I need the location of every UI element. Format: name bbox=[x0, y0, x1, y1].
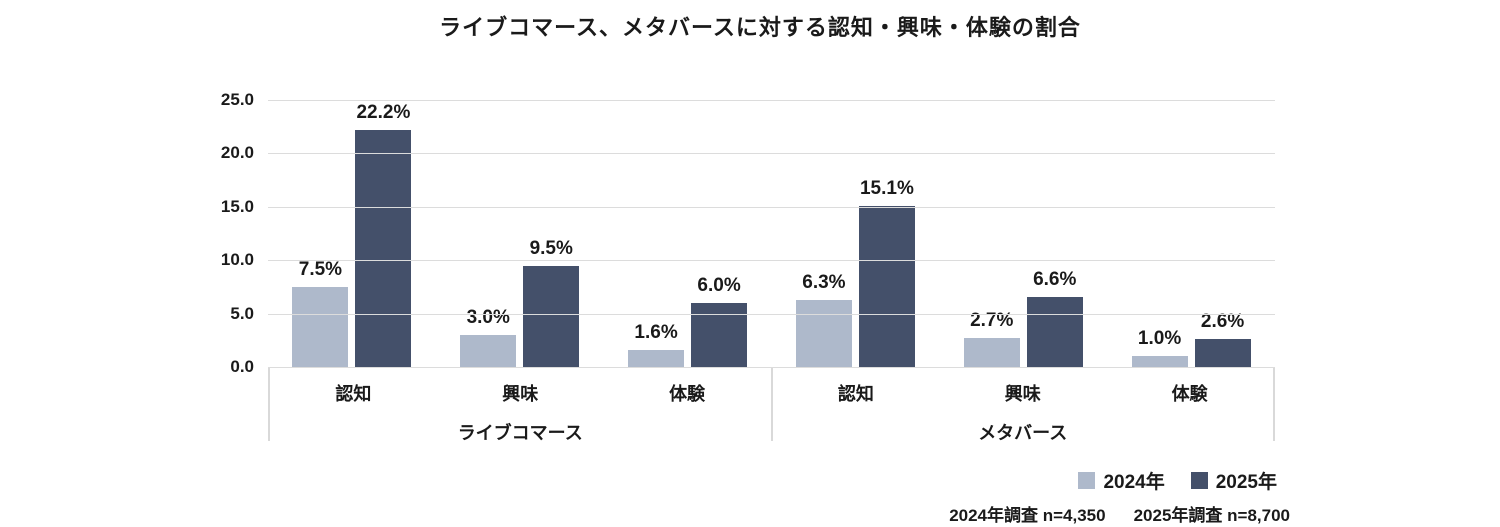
bar-value-label: 15.1% bbox=[859, 177, 914, 199]
bar-2025年 bbox=[523, 265, 580, 367]
category-row: 認知 興味 体験 bbox=[270, 380, 771, 406]
chart-title: ライブコマース、メタバースに対する認知・興味・体験の割合 bbox=[439, 15, 1081, 40]
bar-pair: 1.0% 2.6% bbox=[1131, 311, 1251, 367]
bar-2025年 bbox=[1194, 339, 1251, 367]
gridline bbox=[268, 206, 1275, 208]
gridline bbox=[268, 367, 1275, 368]
bar-pair: 1.6% 6.0% bbox=[628, 274, 748, 367]
bar-cell: 7.5% 22.2% bbox=[268, 100, 436, 367]
bar-2024年 bbox=[963, 338, 1020, 367]
bar-wrap: 15.1% bbox=[858, 177, 915, 367]
bar-cell: 1.6% 6.0% bbox=[604, 100, 772, 367]
bar-wrap: 9.5% bbox=[523, 237, 580, 367]
bar-wrap: 1.6% bbox=[628, 321, 685, 367]
axis-group-1: 認知 興味 体験ライブコマース bbox=[270, 367, 773, 443]
group-label: ライブコマース bbox=[457, 423, 583, 443]
category-row: 認知 興味 体験 bbox=[773, 380, 1274, 406]
bar-value-label: 6.3% bbox=[802, 271, 846, 293]
bar-pair: 7.5% 22.2% bbox=[292, 101, 412, 367]
y-tick-label: 15.0 bbox=[220, 196, 254, 216]
bar-value-label: 7.5% bbox=[298, 258, 343, 280]
bar-value-label: 2.6% bbox=[1200, 311, 1245, 333]
bar-cell: 6.3% 15.1% bbox=[772, 100, 940, 367]
gridline bbox=[268, 260, 1275, 262]
legend: 2024年 2025年 bbox=[1078, 467, 1277, 494]
legend-label-2024: 2024年 bbox=[1103, 472, 1165, 493]
gridline bbox=[268, 100, 1275, 101]
gridline bbox=[268, 313, 1275, 315]
legend-swatch-2025 bbox=[1190, 472, 1208, 489]
bar-2024年 bbox=[795, 299, 852, 367]
category-label: 体験 bbox=[1171, 384, 1208, 404]
category-label: 体験 bbox=[669, 384, 706, 404]
bar-2025年 bbox=[355, 129, 412, 367]
y-tick-label: 20.0 bbox=[220, 143, 254, 163]
bar-wrap: 1.0% bbox=[1131, 328, 1188, 367]
bar-value-label: 6.6% bbox=[1033, 268, 1077, 290]
bar-2024年 bbox=[628, 349, 685, 367]
bar-2024年 bbox=[292, 286, 349, 367]
bar-2024年 bbox=[460, 334, 517, 367]
bar-wrap: 2.6% bbox=[1194, 311, 1251, 367]
footnote-2025: 2025年調査 n=8,700 bbox=[1133, 506, 1290, 525]
bar-wrap: 3.0% bbox=[460, 306, 517, 367]
bar-2024年 bbox=[1131, 356, 1188, 367]
bar-2025年 bbox=[858, 205, 915, 367]
bar-cell: 2.7% 6.6% bbox=[939, 100, 1107, 367]
legend-swatch-2024 bbox=[1078, 472, 1096, 489]
bar-pair: 3.0% 9.5% bbox=[460, 237, 580, 367]
bar-value-label: 3.0% bbox=[466, 306, 510, 328]
footnote: 2024年調査 n=4,350 2025年調査 n=8,700 bbox=[949, 501, 1290, 526]
bar-2025年 bbox=[691, 302, 748, 367]
axis-group-2: 認知 興味 体験メタバース bbox=[773, 367, 1274, 443]
bars-layer: 7.5% 22.2% 3.0% 9.5% 1.6% 6.0% 6.3% 15.1% 2.7% 6.… bbox=[268, 100, 1275, 367]
category-label: 認知 bbox=[335, 384, 372, 404]
bar-value-label: 9.5% bbox=[529, 237, 573, 259]
gridline bbox=[268, 153, 1275, 155]
bar-cell: 1.0% 2.6% bbox=[1107, 100, 1275, 367]
legend-label-2025: 2025年 bbox=[1215, 472, 1277, 493]
bar-wrap: 6.6% bbox=[1026, 268, 1083, 367]
bar-pair: 6.3% 15.1% bbox=[795, 177, 915, 367]
bar-value-label: 1.6% bbox=[634, 321, 678, 343]
bar-group-1: 7.5% 22.2% 3.0% 9.5% 1.6% 6.0% bbox=[268, 100, 772, 367]
bar-wrap: 7.5% bbox=[292, 258, 349, 367]
axis-band: 認知 興味 体験ライブコマース 認知 興味 体験メタバース bbox=[268, 367, 1275, 443]
bar-wrap: 2.7% bbox=[963, 310, 1020, 367]
bar-cell: 3.0% 9.5% bbox=[436, 100, 604, 367]
y-tick-label: 0.0 bbox=[230, 357, 254, 376]
category-label: 認知 bbox=[837, 384, 874, 404]
bar-wrap: 6.0% bbox=[691, 274, 748, 367]
bar-2025年 bbox=[1026, 296, 1083, 367]
bar-value-label: 6.0% bbox=[697, 274, 741, 296]
footnote-2024: 2024年調査 n=4,350 bbox=[949, 506, 1106, 525]
bar-value-label: 1.0% bbox=[1137, 328, 1182, 350]
bar-value-label: 22.2% bbox=[356, 101, 411, 123]
y-tick-label: 5.0 bbox=[230, 303, 254, 323]
group-label: メタバース bbox=[978, 423, 1068, 443]
legend-item-2025: 2025年 bbox=[1190, 467, 1277, 494]
plot-area: 7.5% 22.2% 3.0% 9.5% 1.6% 6.0% 6.3% 15.1% 2.7% 6.… bbox=[221, 90, 1275, 443]
y-tick-label: 25.0 bbox=[220, 90, 254, 109]
category-label: 興味 bbox=[1004, 384, 1041, 404]
category-label: 興味 bbox=[502, 384, 539, 404]
legend-item-2024: 2024年 bbox=[1078, 467, 1165, 494]
bar-pair: 2.7% 6.6% bbox=[963, 268, 1083, 367]
bar-value-label: 2.7% bbox=[970, 310, 1014, 332]
bar-wrap: 6.3% bbox=[795, 271, 852, 367]
y-tick-label: 10.0 bbox=[220, 250, 254, 270]
bar-group-2: 6.3% 15.1% 2.7% 6.6% 1.0% 2.6% bbox=[772, 100, 1276, 367]
bar-wrap: 22.2% bbox=[355, 101, 412, 367]
